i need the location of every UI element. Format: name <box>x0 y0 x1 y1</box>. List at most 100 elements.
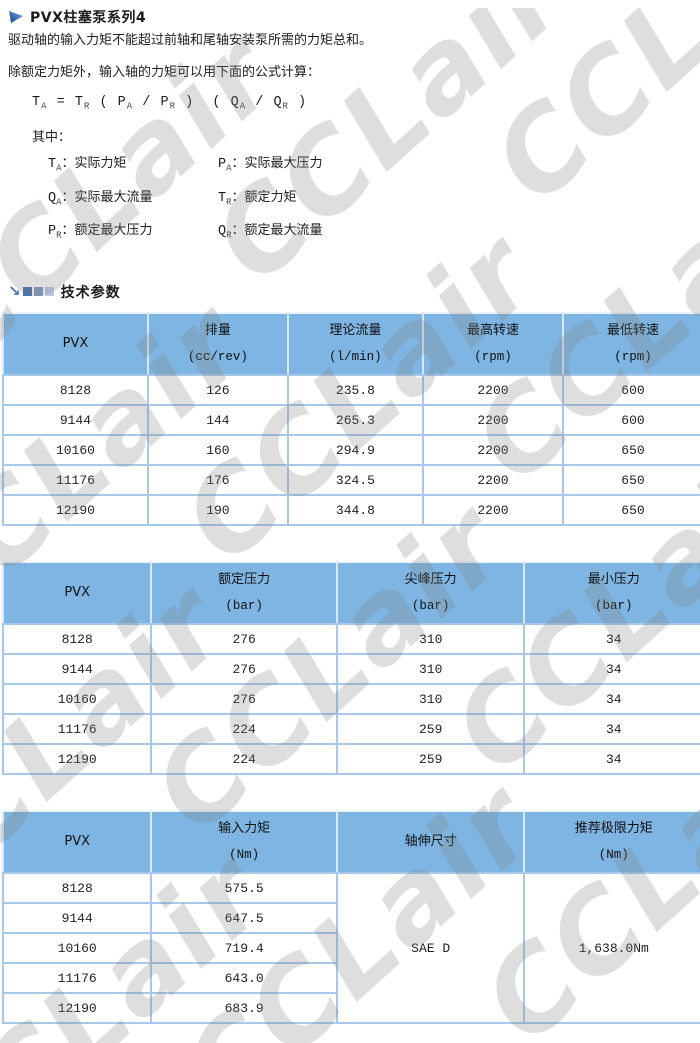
table-cell: 9144 <box>2 404 149 437</box>
table-cell: 9144 <box>1 653 153 686</box>
intro-paragraph-1: 驱动轴的输入力矩不能超过前轴和尾轴安装泵所需的力矩总和。 <box>8 33 373 48</box>
diagonal-arrow-icon: ↘ <box>8 282 21 301</box>
table-cell: 11176 <box>1 962 153 995</box>
definition-item: QR：额定最大流量 <box>218 223 323 242</box>
column-header-unit: (bar) <box>225 599 263 614</box>
table-row: 11176 224 259 34 <box>1 713 700 746</box>
column-header: 排量 (cc/rev) <box>146 312 289 377</box>
symbol-definitions: TA：实际力矩 PA：实际最大压力 QA：实际最大流量 TR：额定力矩 PR：额定最大压… <box>48 155 468 245</box>
table-cell: 2200 <box>421 404 564 437</box>
definition-symbol: PR <box>48 224 62 242</box>
definition-item: TR：额定力矩 <box>218 189 297 208</box>
table-row: 10160 276 310 34 <box>1 683 700 716</box>
definition-item: QA：实际最大流量 <box>48 189 153 208</box>
column-header-label: PVX <box>64 585 91 601</box>
table-cell: 643.0 <box>150 962 338 995</box>
table-header-row: PVX 额定压力 (bar) 尖峰压力 (bar) 最小压力 (bar) <box>1 561 700 626</box>
merged-table-cell: SAE D <box>335 872 526 1025</box>
table-cell: 310 <box>335 683 526 716</box>
column-header-unit: (bar) <box>594 599 633 614</box>
table-cell: 294.9 <box>286 434 424 467</box>
column-header-label: 最高转速 <box>466 323 519 339</box>
table-cell: 34 <box>523 743 700 776</box>
document-page: PVX柱塞泵系列4 驱动轴的输入力矩不能超过前轴和尾轴安装泵所需的力矩总和。 除… <box>0 8 700 1025</box>
icon-square-medium <box>33 287 43 297</box>
table-cell: 2200 <box>421 464 564 497</box>
definition-symbol: QA <box>48 190 62 208</box>
table-cell: 650 <box>561 494 700 527</box>
table-row: 8128 276 310 34 <box>1 623 700 656</box>
table-cell: 235.8 <box>286 374 424 407</box>
column-header: 推荐极限力矩 (Nm) <box>523 810 700 875</box>
table-row: 9144 144 265.3 2200 600 <box>2 404 700 437</box>
table-cell: 34 <box>523 623 700 656</box>
column-header: 尖峰压力 (bar) <box>335 561 526 626</box>
table-cell: 8128 <box>1 872 153 905</box>
table-cell: 190 <box>146 494 289 527</box>
definition-item: PA：实际最大压力 <box>218 156 323 174</box>
column-header-label: 额定压力 <box>218 572 271 588</box>
title-flag-icon <box>8 10 24 24</box>
section-header: ↘ 技术参数 <box>8 282 700 301</box>
column-header: 额定压力 (bar) <box>150 561 338 626</box>
column-header: 理论流量 (l/min) <box>286 312 424 377</box>
column-header: 轴伸尺寸 <box>335 810 526 875</box>
table-cell: 34 <box>523 653 700 686</box>
table-cell: 34 <box>523 713 700 746</box>
table-header-row: PVX 输入力矩 (Nm) 轴伸尺寸 推荐极限力矩 (Nm) <box>1 810 700 875</box>
section-title: 技术参数 <box>60 284 121 301</box>
table-cell: 600 <box>561 374 700 407</box>
table-cell: 176 <box>146 464 289 497</box>
table-speed-flow: PVX 排量 (cc/rev) 理论流量 (l/min) 最高转速 (rpm) 最低转速 (rp… <box>2 312 700 527</box>
definition-symbol: TA <box>48 157 62 174</box>
table-cell: 344.8 <box>286 494 424 527</box>
formula-symbol: TR <box>74 95 91 112</box>
column-header-unit: (rpm) <box>474 350 512 365</box>
intro-paragraph-2: 除额定力矩外，输入轴的力矩可以用下面的公式计算： <box>8 65 321 80</box>
table-cell: 224 <box>150 743 338 776</box>
table-cell: 2200 <box>421 374 564 407</box>
definition-text: 实际最大流量 <box>74 189 153 205</box>
column-header-unit: (l/min) <box>329 350 382 365</box>
definition-text: 实际最大压力 <box>244 156 323 171</box>
table-cell: 259 <box>335 743 526 776</box>
table-cell: 310 <box>335 623 526 656</box>
table-row: 11176 643.0 <box>1 962 700 995</box>
definition-text: 额定最大流量 <box>244 223 323 239</box>
definition-item: TA：实际力矩 <box>48 156 127 174</box>
table-cell: 12190 <box>1 743 153 776</box>
formula-symbol: QA <box>230 95 247 112</box>
table-row: 9144 647.5 <box>1 902 700 935</box>
table-row: 12190 190 344.8 2200 650 <box>2 494 700 527</box>
column-header-unit: (bar) <box>411 599 450 614</box>
definition-symbol: QR <box>218 224 232 242</box>
table-cell: 144 <box>146 404 289 437</box>
table-row: 9144 276 310 34 <box>1 653 700 686</box>
section-arrow-icon: ↘ <box>8 284 54 299</box>
table-cell: 259 <box>335 713 526 746</box>
definition-symbol: PA <box>218 157 232 174</box>
table-header-row: PVX 排量 (cc/rev) 理论流量 (l/min) 最高转速 (rpm) 最低转速 (rp… <box>2 312 700 377</box>
icon-square-light <box>44 287 54 297</box>
table-cell: 276 <box>150 653 338 686</box>
column-header-unit: (Nm) <box>229 848 260 863</box>
table-row: 10160 719.4 <box>1 932 700 965</box>
table-row: 11176 176 324.5 2200 650 <box>2 464 700 497</box>
column-header: 最小压力 (bar) <box>523 561 700 626</box>
column-header-unit: (rpm) <box>614 350 652 365</box>
table-cell: 2200 <box>421 434 564 467</box>
formula-symbol: TA <box>32 95 48 112</box>
column-header-label: 最低转速 <box>606 323 659 339</box>
column-header-label: 理论流量 <box>329 323 382 339</box>
table-cell: 10160 <box>1 683 153 716</box>
table-cell: 160 <box>146 434 289 467</box>
table-cell: 719.4 <box>150 932 338 965</box>
table-cell: 126 <box>146 374 289 407</box>
table-cell: 600 <box>561 404 700 437</box>
column-header-label: 轴伸尺寸 <box>404 834 457 850</box>
column-header: PVX <box>1 561 153 626</box>
column-header-label: PVX <box>64 834 91 850</box>
table-cell: 10160 <box>2 434 149 467</box>
column-header: 最低转速 (rpm) <box>561 312 700 377</box>
definition-text: 实际力矩 <box>74 156 127 171</box>
